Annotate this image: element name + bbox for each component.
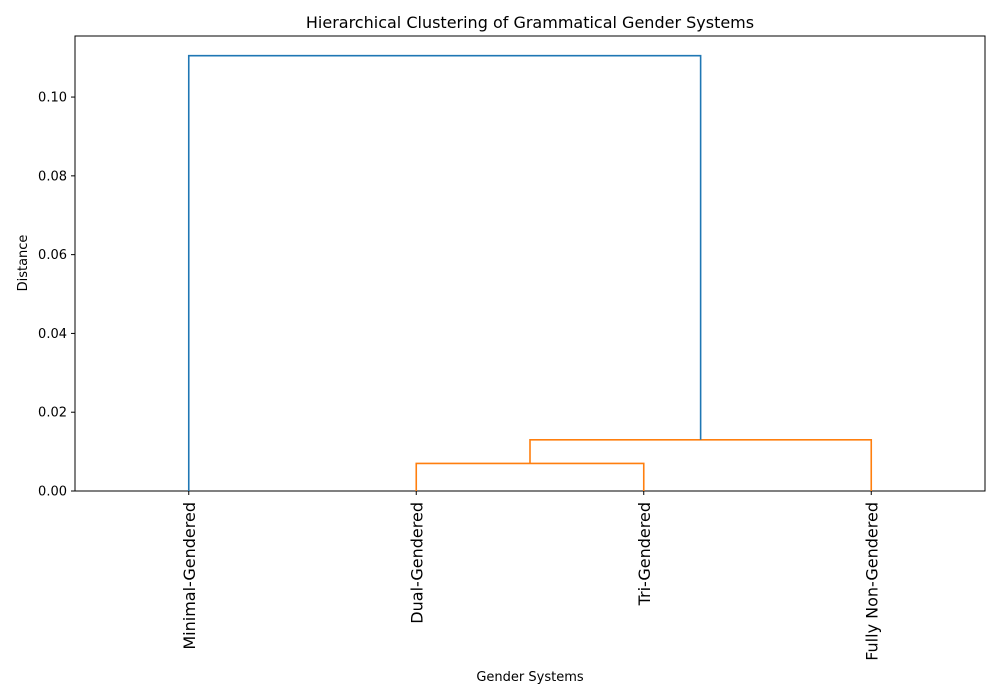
x-axis-label: Gender Systems <box>476 670 584 685</box>
dendrogram-links <box>187 54 873 491</box>
y-tick-label: 0.08 <box>38 169 67 184</box>
leaf-label: Dual-Gendered <box>407 502 426 624</box>
chart-title: Hierarchical Clustering of Grammatical G… <box>306 13 754 32</box>
plot-frame <box>74 35 986 492</box>
leaf-label: Tri-Gendered <box>635 502 654 606</box>
leaf-label: Fully Non-Gendered <box>862 502 881 661</box>
y-tick-label: 0.02 <box>38 406 67 421</box>
y-tick-label: 0.06 <box>38 248 67 263</box>
y-tick-label: 0.10 <box>38 91 67 106</box>
leaf-label: Minimal-Gendered <box>180 502 199 650</box>
dendrogram-link <box>187 54 702 491</box>
y-axis: 0.00 0.02 0.04 0.06 0.08 0.10 <box>38 91 75 500</box>
y-tick-label: 0.00 <box>38 485 67 500</box>
leaf-labels: Minimal-Gendered Dual-Gendered Tri-Gendere… <box>180 491 881 661</box>
dendrogram-link <box>529 438 873 491</box>
dendrogram-link <box>415 462 645 491</box>
y-tick-label: 0.04 <box>38 327 67 342</box>
y-axis-label: Distance <box>16 235 31 292</box>
